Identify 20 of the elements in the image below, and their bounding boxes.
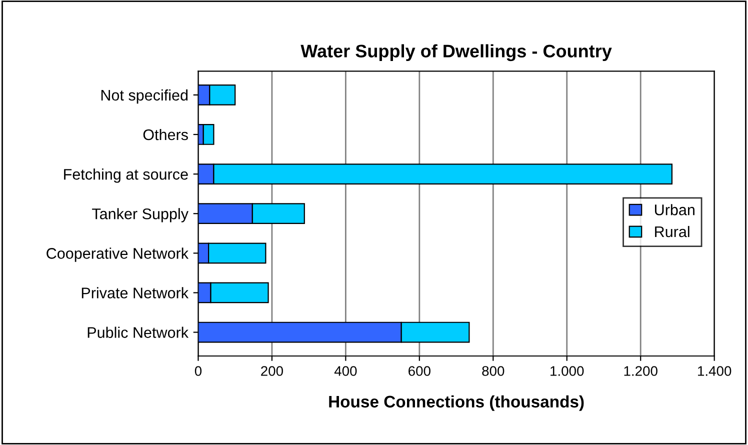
y-tick-label: Others — [143, 128, 188, 140]
legend-label: Rural — [655, 226, 690, 238]
y-tick-label: Fetching at source — [64, 168, 188, 183]
y-tick-label: Not specified — [101, 89, 188, 104]
legend-label: Urban — [655, 204, 694, 216]
x-tick-label: 600 — [408, 366, 430, 376]
x-tick-label: 1.400 — [698, 366, 732, 376]
x-axis-title: House Connections (thousands) — [329, 395, 584, 411]
y-tick-label: Cooperative Network — [46, 248, 189, 262]
x-tick-label: 200 — [261, 366, 283, 376]
y-tick-label: Public Network — [88, 326, 189, 338]
x-tick-label: 800 — [482, 366, 504, 376]
bar — [202, 124, 214, 145]
y-tick-label: Private Network — [82, 287, 189, 298]
chart-title: Water Supply of Dwellings - Country — [300, 44, 612, 62]
x-tick-label: 1.000 — [550, 366, 584, 376]
x-tick-label: 1.200 — [624, 366, 658, 376]
x-tick-label: 400 — [334, 366, 357, 376]
y-tick-label: Tanker Supply — [92, 208, 188, 222]
x-tick-label: 0 — [194, 366, 202, 376]
